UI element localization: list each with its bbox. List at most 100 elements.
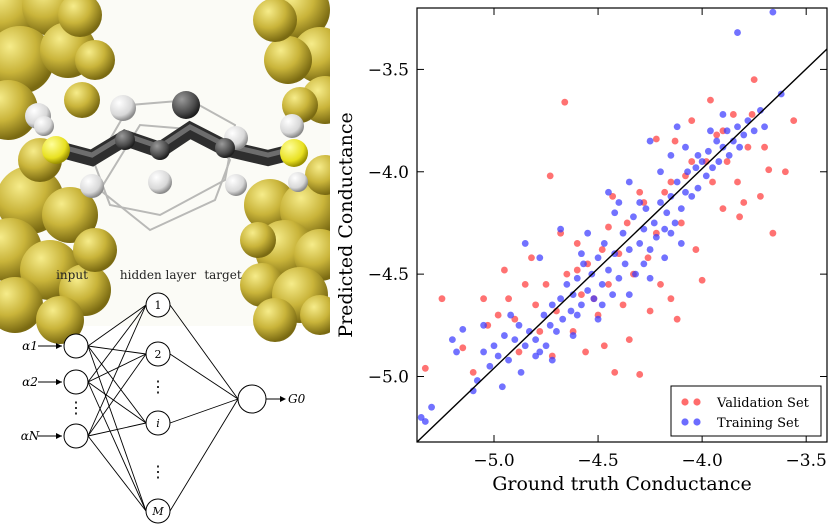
training-point bbox=[511, 336, 519, 344]
network-edge bbox=[87, 304, 147, 383]
validation-point bbox=[561, 98, 569, 106]
illustration-svg: input hidden layer target α1 α2 ⋮ αN 1 2 ⋮ i ⋮ M G… bbox=[0, 0, 349, 524]
validation-point bbox=[698, 276, 706, 284]
training-point bbox=[448, 336, 456, 344]
identity-fit-line bbox=[416, 48, 828, 443]
training-point bbox=[709, 164, 716, 172]
validation-point bbox=[769, 229, 777, 237]
training-point bbox=[573, 274, 581, 282]
training-point bbox=[661, 225, 669, 233]
training-point bbox=[428, 403, 435, 411]
gold-atom bbox=[253, 0, 297, 42]
network-edge bbox=[87, 304, 147, 347]
training-point bbox=[646, 246, 654, 253]
validation-point bbox=[619, 301, 627, 309]
legend-marker-training bbox=[693, 418, 701, 426]
hidden-layer-label: hidden layer bbox=[120, 268, 196, 282]
input-node bbox=[63, 369, 89, 395]
training-point bbox=[663, 209, 671, 217]
validation-point bbox=[494, 311, 502, 319]
data-points bbox=[417, 8, 798, 425]
training-point bbox=[609, 291, 617, 299]
hidden-node-label: 1 bbox=[155, 299, 162, 312]
training-point bbox=[453, 348, 460, 356]
validation-point bbox=[734, 178, 741, 186]
training-point bbox=[521, 342, 529, 350]
training-point bbox=[600, 240, 608, 247]
validation-point bbox=[578, 291, 585, 299]
gold-atom bbox=[0, 80, 38, 140]
training-point bbox=[567, 307, 575, 315]
validation-point bbox=[521, 280, 529, 288]
training-point bbox=[559, 315, 567, 323]
validation-point bbox=[636, 371, 644, 378]
training-point bbox=[532, 336, 540, 344]
legend-marker-validation bbox=[693, 398, 701, 406]
legend-label-training: Training Set bbox=[717, 416, 800, 431]
training-point bbox=[540, 311, 548, 319]
training-point bbox=[632, 270, 639, 278]
training-point bbox=[684, 168, 691, 176]
validation-point bbox=[677, 219, 685, 227]
validation-point bbox=[421, 364, 429, 372]
training-point bbox=[605, 188, 612, 196]
input-node bbox=[63, 333, 89, 359]
hydrogen-atom bbox=[288, 172, 308, 192]
training-point bbox=[621, 260, 629, 268]
training-point bbox=[598, 301, 606, 309]
training-point bbox=[625, 178, 633, 186]
molecule-bonds-highlight bbox=[59, 124, 295, 158]
training-point bbox=[548, 301, 556, 309]
validation-point bbox=[532, 301, 540, 309]
training-point bbox=[677, 205, 685, 213]
validation-point bbox=[729, 111, 737, 118]
hidden-node-label: 2 bbox=[155, 348, 162, 361]
carbon-atom bbox=[115, 130, 135, 150]
training-point bbox=[580, 260, 587, 268]
hidden-ellipsis: ⋮ bbox=[150, 377, 166, 396]
validation-point bbox=[667, 178, 675, 186]
validation-point bbox=[528, 254, 535, 262]
training-point bbox=[673, 178, 681, 186]
training-point bbox=[719, 143, 727, 151]
validation-point bbox=[761, 143, 768, 151]
gold-atom bbox=[0, 26, 54, 94]
validation-point bbox=[598, 246, 606, 253]
arrow-head bbox=[280, 396, 286, 402]
scatter-chart: −5.0 −4.5 −4.0 −3.5 −5.0 −4.5 −4.0 −3.5 Ground … bbox=[335, 7, 828, 495]
network-nodes: α1 α2 ⋮ αN 1 2 ⋮ i ⋮ M G0 bbox=[21, 292, 306, 524]
validation-point bbox=[757, 192, 764, 200]
training-point bbox=[557, 295, 565, 303]
training-point bbox=[515, 321, 523, 329]
training-point bbox=[480, 348, 487, 356]
carbon-atom bbox=[172, 91, 200, 119]
training-point bbox=[640, 260, 648, 268]
hydrogen-atom bbox=[225, 174, 247, 196]
validation-point bbox=[505, 295, 512, 303]
training-point bbox=[563, 280, 571, 288]
gold-atom bbox=[36, 296, 84, 344]
hydrogen-atom bbox=[148, 170, 172, 194]
training-point bbox=[546, 321, 554, 329]
network-edge bbox=[169, 398, 239, 424]
validation-point bbox=[661, 188, 669, 196]
validation-point bbox=[692, 246, 700, 253]
plot-frame bbox=[416, 7, 828, 443]
training-point bbox=[505, 356, 512, 364]
validation-point bbox=[688, 117, 696, 124]
training-point bbox=[682, 188, 689, 196]
network-edge bbox=[87, 345, 147, 355]
arrow-head bbox=[56, 433, 62, 439]
training-point bbox=[517, 368, 525, 376]
training-point bbox=[636, 240, 644, 247]
training-point bbox=[507, 311, 515, 319]
training-point bbox=[494, 352, 502, 360]
training-point bbox=[473, 377, 481, 384]
validation-point bbox=[657, 280, 664, 288]
carbon-atom bbox=[150, 140, 170, 160]
training-point bbox=[698, 158, 706, 165]
training-point bbox=[694, 184, 702, 192]
network-edge bbox=[87, 381, 147, 512]
training-point bbox=[611, 209, 619, 217]
training-point bbox=[646, 137, 654, 145]
